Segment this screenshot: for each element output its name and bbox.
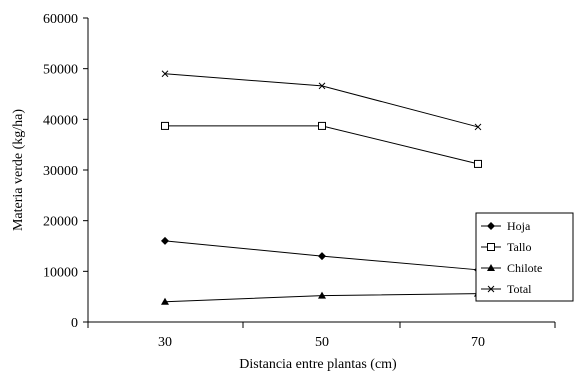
y-ticks: 0 10000 20000 30000 40000 50000 60000 (43, 12, 88, 331)
y-tick-label: 10000 (43, 265, 78, 280)
x-axis: 30 50 70 (87, 321, 556, 350)
data-point-total (161, 70, 169, 78)
data-point-total (318, 82, 326, 90)
series-total (161, 70, 482, 131)
legend-label: Chilote (507, 261, 542, 275)
y-tick-label: 60000 (43, 12, 78, 27)
legend-label: Total (507, 282, 532, 296)
y-tick-label: 20000 (43, 215, 78, 230)
y-tick-label: 0 (71, 316, 78, 331)
legend-marker (487, 264, 495, 271)
x-tick-label: 70 (471, 335, 485, 350)
series-tallo (161, 121, 482, 168)
y-tick-label: 40000 (43, 113, 78, 128)
legend-item-chilote: Chilote (481, 261, 542, 275)
data-point-hoja (318, 252, 326, 261)
x-ticks: 30 50 70 (87, 322, 556, 350)
x-tick-label: 30 (158, 335, 172, 350)
x-axis-title: Distancia entre plantas (cm) (239, 357, 397, 372)
y-tick-label: 50000 (43, 63, 78, 78)
y-axis-title: Materia verde (kg/ha) (11, 109, 26, 231)
series-line-total (164, 73, 479, 128)
legend: Hoja Tallo Chilote Total (475, 212, 574, 302)
legend-item-tallo: Tallo (481, 240, 532, 254)
legend-item-hoja: Hoja (481, 219, 531, 233)
legend-item-total: Total (481, 282, 532, 296)
y-tick-label: 30000 (43, 164, 78, 179)
y-axis: 0 10000 20000 30000 40000 50000 60000 (43, 12, 89, 331)
data-point-chilote (318, 291, 326, 299)
x-tick-label: 50 (315, 335, 329, 350)
legend-marker (487, 243, 495, 251)
series-chilote (161, 289, 482, 305)
data-point-tallo (474, 159, 482, 168)
data-point-tallo (318, 121, 326, 130)
legend-label: Tallo (507, 240, 532, 254)
data-point-total (474, 123, 482, 131)
legend-label: Hoja (507, 219, 531, 233)
data-point-chilote (161, 297, 169, 305)
legend-marker (487, 285, 495, 293)
data-point-tallo (161, 121, 169, 130)
legend-marker (487, 222, 495, 230)
series-layer (161, 70, 482, 305)
series-hoja (161, 236, 482, 274)
data-point-hoja (161, 236, 169, 245)
series-line-tallo (165, 125, 479, 165)
